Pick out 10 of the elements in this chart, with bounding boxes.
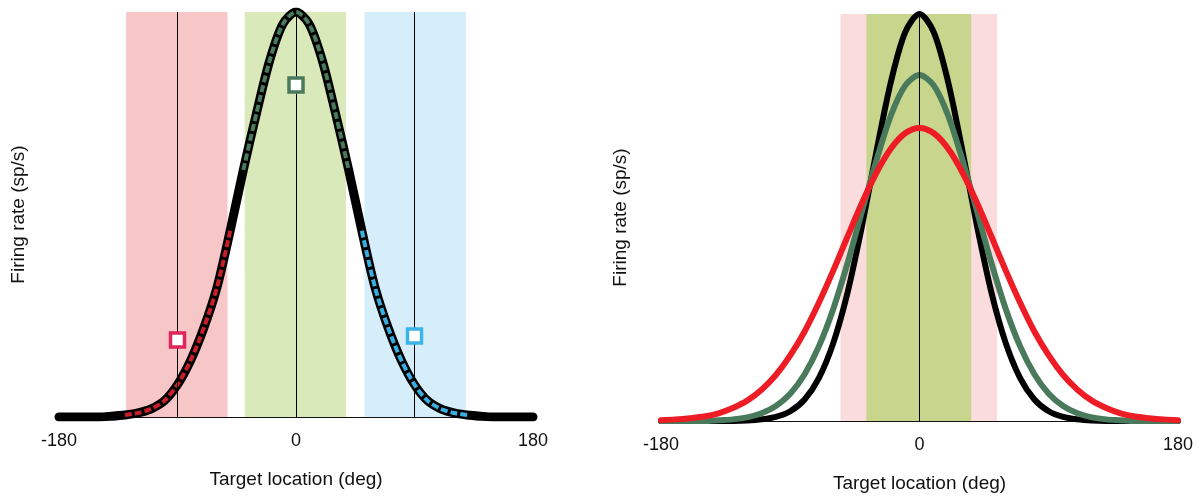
- x-tick-label: 0: [914, 434, 925, 454]
- x-tick-label: -180: [642, 434, 680, 454]
- x-tick-label: 0: [290, 430, 302, 450]
- x-axis-title: Target location (deg): [209, 468, 383, 489]
- x-tick-label: 180: [517, 430, 549, 450]
- y-axis-title: Firing rate (sp/s): [7, 145, 28, 284]
- x-axis-title: Target location (deg): [832, 472, 1007, 493]
- y-axis-title: Firing rate (sp/s): [609, 148, 630, 287]
- x-tick-label: -180: [40, 430, 78, 450]
- x-tick-label: 180: [1162, 434, 1194, 454]
